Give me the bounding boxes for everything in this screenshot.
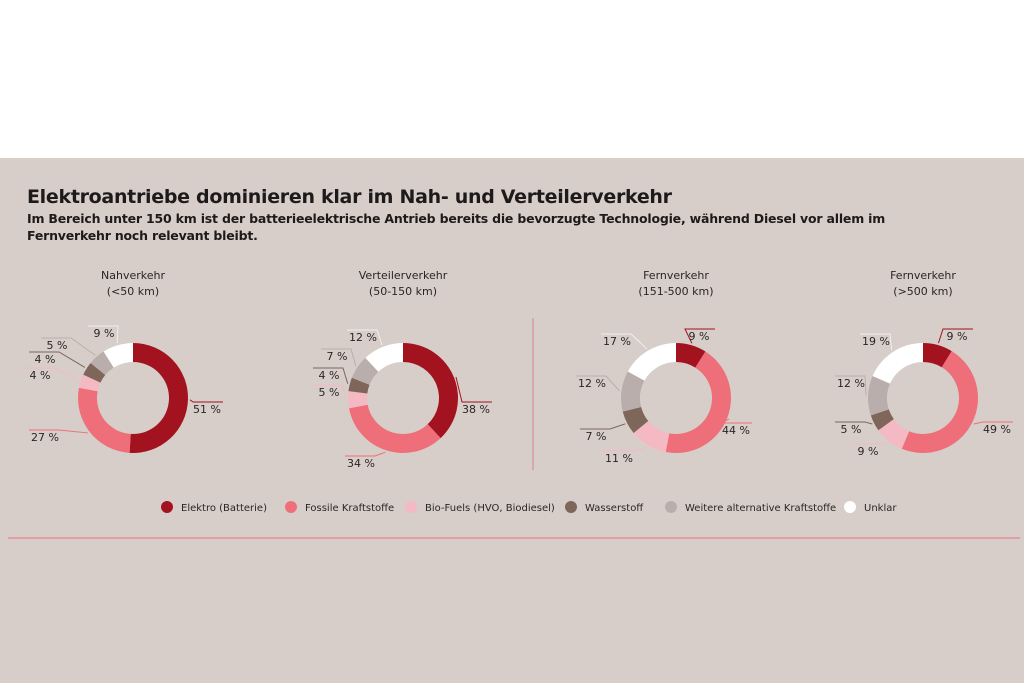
donut-segment <box>665 351 731 453</box>
data-label: 38 % <box>462 403 490 416</box>
data-label: 12 % <box>837 377 865 390</box>
legend-swatch <box>285 501 297 513</box>
data-label: 9 % <box>947 330 968 343</box>
legend-label: Unklar <box>864 503 897 514</box>
data-label: 44 % <box>722 424 750 437</box>
leader-line <box>41 337 96 356</box>
donut-segment <box>348 377 370 394</box>
data-label: 11 % <box>605 452 633 465</box>
leader-line <box>88 325 119 344</box>
data-label: 12 % <box>349 331 377 344</box>
donut-title: Verteilerverkehr <box>359 269 448 282</box>
legend-swatch <box>844 501 856 513</box>
donut-title: Fernverkehr <box>890 269 956 282</box>
donut-segment <box>622 406 649 434</box>
chart-subtitle: Im Bereich unter 150 km ist der batterie… <box>27 211 886 243</box>
leader-line <box>29 351 86 368</box>
data-label: 9 % <box>858 445 879 458</box>
leader-line <box>852 442 888 445</box>
leader-line <box>860 333 893 351</box>
data-label: 12 % <box>578 377 606 390</box>
data-label: 49 % <box>983 423 1011 436</box>
donut-segment <box>365 343 403 372</box>
leader-line <box>835 421 873 425</box>
donut-segment <box>90 351 114 376</box>
leader-line <box>29 429 89 434</box>
donut-segment <box>77 387 131 453</box>
donut-segment <box>633 420 670 453</box>
donut-segment <box>403 343 458 439</box>
donut-segment <box>901 351 978 453</box>
donut-segment <box>351 357 379 385</box>
donut-title: (<50 km) <box>107 285 159 298</box>
legend-label: Bio-Fuels (HVO, Biodiesel) <box>425 503 555 514</box>
data-label: 5 % <box>319 386 340 399</box>
data-label: 19 % <box>862 335 890 348</box>
donut-segment <box>129 343 188 453</box>
donut-segment <box>868 375 891 416</box>
leader-line <box>720 418 752 424</box>
leader-line <box>601 333 648 350</box>
data-label: 7 % <box>586 430 607 443</box>
leader-line <box>603 446 648 452</box>
donut-title: Nahverkehr <box>101 269 165 282</box>
chart-title: Elektroantriebe dominieren klar im Nah- … <box>27 186 672 208</box>
leader-line <box>973 421 1013 425</box>
legend-swatch <box>665 501 677 513</box>
leader-line <box>580 423 626 430</box>
legend-label: Wasserstoff <box>585 503 644 514</box>
data-label: 51 % <box>193 403 221 416</box>
data-label: 4 % <box>30 369 51 382</box>
donut-segment <box>348 404 441 453</box>
legend-label: Weitere alternative Kraftstoffe <box>685 503 836 514</box>
leader-line <box>455 376 492 403</box>
leader-line <box>313 384 347 400</box>
donut-segment <box>870 409 894 431</box>
legend-swatch <box>565 501 577 513</box>
leader-line <box>24 367 80 381</box>
data-label: 9 % <box>94 327 115 340</box>
data-label: 17 % <box>603 335 631 348</box>
donut-title: (151-500 km) <box>638 285 713 298</box>
data-label: 7 % <box>327 350 348 363</box>
donut-title: (>500 km) <box>893 285 952 298</box>
data-label: 27 % <box>31 431 59 444</box>
leader-line <box>321 348 357 367</box>
data-label: 4 % <box>319 369 340 382</box>
legend-label: Elektro (Batterie) <box>181 503 267 514</box>
data-label: 5 % <box>841 423 862 436</box>
donut-segment <box>676 343 706 368</box>
donut-segment <box>627 343 676 381</box>
donut-segment <box>348 391 368 409</box>
data-label: 34 % <box>347 457 375 470</box>
donut-segment <box>872 343 923 384</box>
data-label: 4 % <box>35 353 56 366</box>
leader-line <box>347 329 383 346</box>
donut-segment <box>78 374 101 392</box>
leader-line <box>835 375 867 396</box>
donut-segment <box>103 343 133 368</box>
donut-segment <box>621 371 645 412</box>
donut-segment <box>923 343 952 368</box>
legend-label: Fossile Kraftstoffe <box>305 503 394 514</box>
legend-swatch <box>161 501 173 513</box>
donut-segment <box>83 362 106 383</box>
leader-line <box>937 328 973 344</box>
leader-line <box>684 328 715 344</box>
legend-swatch <box>405 501 417 513</box>
leader-line <box>576 375 620 392</box>
leader-line <box>189 399 223 403</box>
leader-line <box>313 367 349 384</box>
donut-title: Fernverkehr <box>643 269 709 282</box>
donut-segment <box>878 419 910 449</box>
data-label: 9 % <box>689 330 710 343</box>
leader-line <box>345 451 386 457</box>
data-label: 5 % <box>47 339 68 352</box>
donut-title: (50-150 km) <box>369 285 437 298</box>
